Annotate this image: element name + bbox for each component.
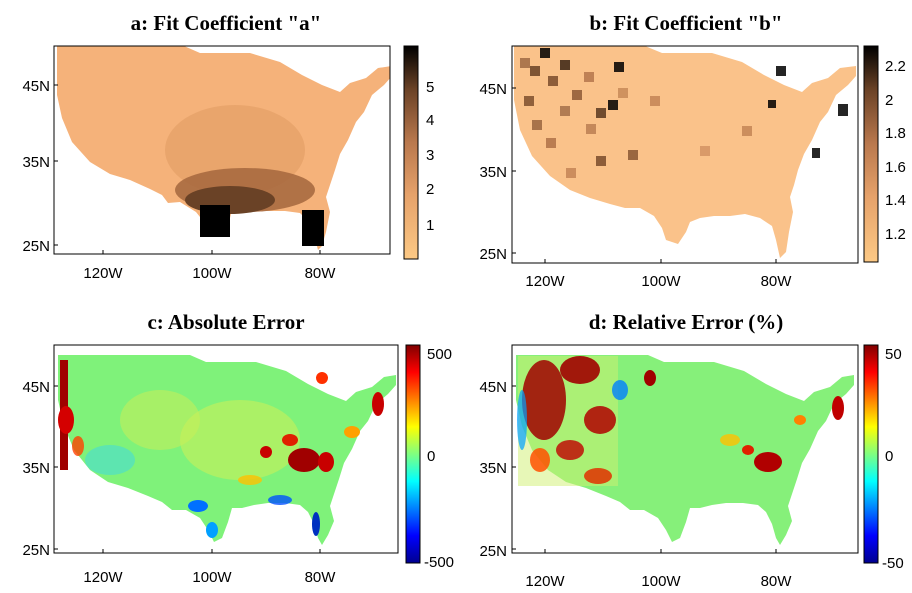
panel-b-cbtick-1-2: 1.2 (885, 226, 906, 243)
panel-c-cbtick-0: 0 (427, 448, 435, 465)
panel-a-map (57, 46, 390, 250)
panel-a-cbtick-3: 3 (426, 147, 434, 164)
panel-b-xtick-80w: 80W (761, 273, 793, 290)
panel-d-blobs (517, 356, 844, 486)
panel-c-colorbar: 500 0 -500 (405, 344, 454, 571)
panel-b-ytick-35n: 35N (479, 164, 507, 181)
panel-b-ytick-25n: 25N (479, 246, 507, 263)
panel-a-cell-florida (302, 210, 324, 246)
panel-c: c: Absolute Error (22, 310, 454, 586)
panel-d-xtick-80w: 80W (761, 573, 793, 590)
panel-d-ytick-25n: 25N (479, 543, 507, 560)
panel-b-cbtick-1-8: 1.8 (885, 125, 906, 142)
panel-d-colorbar: 50 0 -50 (863, 344, 904, 572)
panel-b-cbtick-1-4: 1.4 (885, 192, 906, 209)
panel-c-cbtick-neg500: -500 (424, 554, 454, 571)
panel-b-map (514, 46, 856, 258)
panel-d-title: d: Relative Error (%) (589, 310, 784, 334)
panel-c-ytick-45n: 45N (22, 379, 50, 396)
panel-a-ytick-45n: 45N (22, 78, 50, 95)
panel-c-ytick-35n: 35N (22, 460, 50, 477)
panel-c-xtick-100w: 100W (192, 569, 232, 586)
panel-d-colorbar-fill (863, 344, 879, 564)
panel-c-ytick-25n: 25N (22, 542, 50, 559)
panel-d-xtick-100w: 100W (641, 573, 681, 590)
panel-d: d: Relative Error (%) (479, 310, 903, 590)
panel-a-ytick-25n: 25N (22, 238, 50, 255)
panel-b-title: b: Fit Coefficient "b" (589, 11, 782, 35)
panel-d-ytick-35n: 35N (479, 460, 507, 477)
panel-a-cell-texas-tip (200, 205, 230, 237)
panel-c-cbtick-500: 500 (427, 346, 452, 363)
panel-b-hotspots (520, 48, 848, 178)
panel-d-cbtick-50: 50 (885, 346, 902, 363)
panel-a: a: Fit Coefficient "a" 120W 100W 80W 45N… (22, 11, 434, 282)
panel-d-xtick-120w: 120W (525, 573, 565, 590)
panel-c-axes-frame (53, 344, 399, 554)
panel-d-ticks (512, 385, 777, 553)
panel-a-ticks (54, 84, 321, 254)
panel-b-cbtick-2: 2 (885, 92, 893, 109)
panel-a-axes-frame (53, 45, 391, 255)
panel-d-cbtick-neg50: -50 (882, 555, 904, 572)
panel-c-title: c: Absolute Error (147, 310, 304, 334)
panel-b-xtick-120w: 120W (525, 273, 565, 290)
panel-c-xtick-120w: 120W (83, 569, 123, 586)
panel-a-xtick-120w: 120W (83, 265, 123, 282)
panel-b-cbtick-2-2: 2.2 (885, 58, 906, 75)
panel-c-map (58, 355, 396, 545)
panel-a-cbtick-1: 1 (426, 217, 434, 234)
panel-a-cbtick-2: 2 (426, 181, 434, 198)
panel-b-colorbar-fill (863, 45, 879, 263)
panel-b: b: Fit Coefficient "b" (479, 11, 905, 290)
panel-b-colorbar: 2.2 2 1.8 1.6 1.4 1.2 (863, 45, 906, 263)
panel-a-xtick-100w: 100W (192, 265, 232, 282)
panel-d-ytick-45n: 45N (479, 379, 507, 396)
panel-a-title: a: Fit Coefficient "a" (131, 11, 322, 35)
panel-d-map (516, 355, 854, 545)
panel-b-cbtick-1-6: 1.6 (885, 159, 906, 176)
panel-b-ticks (512, 87, 777, 263)
panel-d-axes-frame (511, 344, 859, 554)
panel-b-land (514, 46, 856, 258)
panel-b-axes-frame (511, 45, 859, 264)
panel-c-xtick-80w: 80W (305, 569, 337, 586)
panel-a-colorbar: 5 4 3 2 1 (403, 45, 434, 260)
panel-b-ytick-45n: 45N (479, 81, 507, 98)
panel-a-cbtick-5: 5 (426, 79, 434, 96)
panel-a-ytick-35n: 35N (22, 154, 50, 171)
panel-c-colorbar-fill (405, 344, 421, 564)
panel-b-xtick-100w: 100W (641, 273, 681, 290)
panel-a-colorbar-fill (403, 45, 419, 260)
panel-d-cbtick-0: 0 (885, 448, 893, 465)
panel-c-blobs (58, 360, 384, 538)
panel-a-xtick-80w: 80W (305, 265, 337, 282)
panel-a-cbtick-4: 4 (426, 112, 434, 129)
panel-c-ticks (54, 385, 321, 553)
